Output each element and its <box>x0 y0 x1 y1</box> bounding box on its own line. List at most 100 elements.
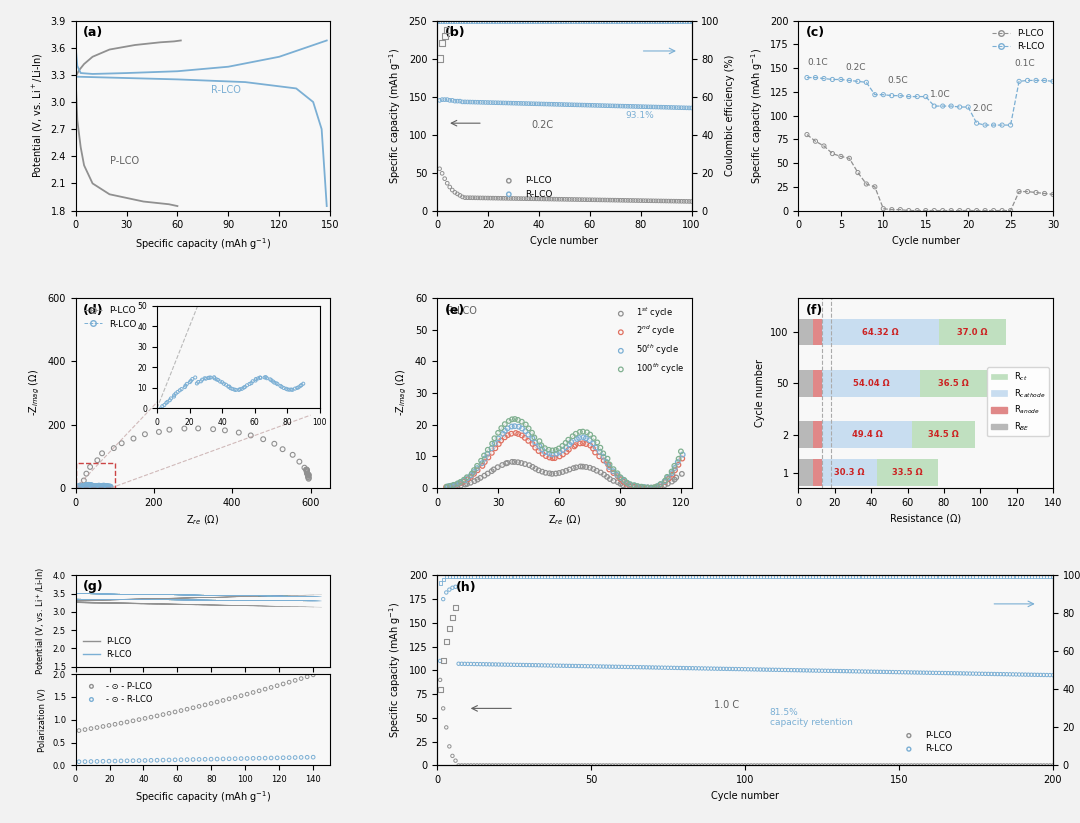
Point <box>813 759 831 772</box>
Point <box>124 714 141 728</box>
Point <box>589 570 606 583</box>
Point <box>298 465 315 478</box>
Point <box>462 759 480 772</box>
Point <box>994 119 1011 132</box>
Point <box>431 52 448 65</box>
Point <box>517 97 535 110</box>
50$^{th}$ cycle <box>636 481 653 494</box>
Point <box>604 16 621 29</box>
Point <box>497 192 514 205</box>
Point <box>813 664 831 677</box>
100$^{th}$ cycle <box>489 426 507 439</box>
50$^{th}$ cycle <box>595 450 612 463</box>
Point <box>700 759 717 772</box>
Point <box>624 100 642 113</box>
Point <box>94 479 111 492</box>
50$^{th}$ cycle <box>548 447 565 460</box>
Point <box>1018 185 1036 198</box>
Point <box>989 759 1007 772</box>
Text: 34.5 Ω: 34.5 Ω <box>928 430 959 439</box>
X-axis label: Z$_{re}$ (Ω): Z$_{re}$ (Ω) <box>548 514 581 527</box>
Point <box>958 759 975 772</box>
Legend: P-LCO, R-LCO: P-LCO, R-LCO <box>988 25 1049 55</box>
Point <box>89 479 106 492</box>
Point <box>860 759 877 772</box>
Point <box>654 100 672 114</box>
Point <box>926 100 943 113</box>
Point <box>630 194 647 207</box>
Point <box>509 759 526 772</box>
Point <box>505 759 523 772</box>
Point <box>660 194 677 207</box>
Point <box>474 658 491 671</box>
Point <box>69 481 86 494</box>
Point <box>539 659 556 672</box>
Point <box>740 570 757 583</box>
Bar <box>798 421 813 448</box>
100$^{th}$ cycle <box>526 431 543 444</box>
Point <box>446 16 463 29</box>
Point <box>509 570 526 583</box>
Point <box>485 16 502 29</box>
Point <box>202 752 219 765</box>
Point <box>639 194 657 207</box>
50$^{th}$ cycle <box>581 434 598 447</box>
Point <box>650 661 667 674</box>
50$^{th}$ cycle <box>643 481 660 495</box>
Bar <box>813 319 822 346</box>
2$^{nd}$ cycle <box>586 446 604 459</box>
Point <box>528 193 545 206</box>
Point <box>484 570 501 583</box>
Point <box>100 755 118 768</box>
Point <box>496 759 513 772</box>
Point <box>119 715 136 728</box>
Point <box>92 480 109 493</box>
Point <box>583 193 600 207</box>
Point <box>79 478 96 491</box>
Point <box>100 718 118 732</box>
Point <box>508 96 525 109</box>
Point <box>298 466 315 479</box>
Point <box>542 659 559 672</box>
Point <box>274 677 292 690</box>
Point <box>660 570 677 583</box>
Point <box>492 16 510 29</box>
Point <box>788 759 806 772</box>
Point <box>583 16 600 29</box>
Point <box>477 759 495 772</box>
Point <box>539 759 556 772</box>
Point <box>986 667 1003 681</box>
Point <box>1044 570 1062 583</box>
Point <box>556 16 573 29</box>
Point <box>436 172 454 185</box>
Point <box>820 759 837 772</box>
Point <box>586 99 604 112</box>
50$^{th}$ cycle <box>608 468 625 481</box>
2$^{nd}$ cycle <box>490 438 508 451</box>
100$^{th}$ cycle <box>496 417 513 430</box>
2$^{nd}$ cycle <box>561 443 578 456</box>
Bar <box>822 421 912 448</box>
Point <box>976 204 994 217</box>
Point <box>281 676 298 689</box>
Point <box>298 463 315 477</box>
Point <box>600 660 618 673</box>
Point <box>545 98 563 111</box>
Point <box>662 101 679 114</box>
Point <box>815 72 833 85</box>
Point <box>457 95 474 109</box>
Point <box>93 447 110 460</box>
1$^{st}$ cycle <box>521 458 538 472</box>
Point <box>515 658 532 672</box>
Point <box>951 570 969 583</box>
Point <box>1026 668 1043 681</box>
Point <box>136 754 153 767</box>
Point <box>924 759 942 772</box>
Point <box>632 194 649 207</box>
Point <box>758 570 775 583</box>
Point <box>675 570 692 583</box>
Point <box>570 759 588 772</box>
Point <box>561 98 578 111</box>
1$^{st}$ cycle <box>480 467 497 480</box>
Point <box>856 665 874 678</box>
